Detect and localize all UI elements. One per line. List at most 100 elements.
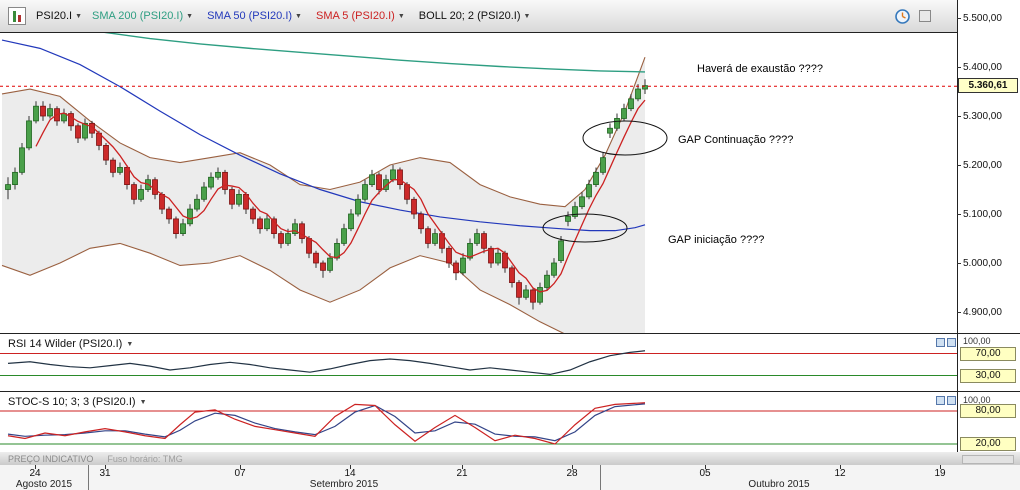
candle-body	[208, 176, 214, 188]
rsi-close-icon[interactable]	[947, 338, 956, 347]
sma5-line	[35, 99, 646, 293]
rsi-panel-label[interactable]: RSI 14 Wilder (PSI20.I) ▼	[8, 338, 133, 350]
chevron-down-icon: ▼	[186, 12, 194, 20]
candle-body	[187, 208, 193, 225]
date-tick-label: 19	[934, 468, 946, 479]
main-chart-canvas[interactable]: Haverá de exaustão ???? GAP Continuação ?…	[0, 33, 957, 333]
candle-body	[110, 159, 116, 173]
candle-body	[306, 238, 312, 254]
candle-body	[425, 228, 431, 244]
stoc-panel-title: STOC-S 10; 3; 3 (PSI20.I)	[8, 396, 136, 408]
month-separator	[88, 465, 89, 490]
annotation-0: Haverá de exaustão ????	[697, 63, 823, 75]
candle-body	[383, 179, 389, 190]
candle-body	[544, 274, 550, 288]
candle-body	[320, 262, 326, 271]
month-label: Outubro 2015	[748, 479, 810, 490]
indicator-selector-2[interactable]: SMA 5 (PSI20.I) ▼	[316, 10, 405, 22]
candle-body	[299, 223, 305, 239]
candle-body	[397, 169, 403, 185]
candle-body	[404, 184, 410, 200]
candle-body	[12, 171, 18, 186]
date-tick	[462, 465, 463, 469]
candle-body	[579, 196, 585, 208]
candle-body	[481, 233, 487, 249]
candle-body	[313, 252, 319, 264]
price-axis-label: 5.200,00	[963, 159, 1002, 171]
date-tick	[572, 465, 573, 469]
candle-body	[586, 184, 592, 198]
candle-body	[348, 213, 354, 230]
candle-body	[376, 174, 382, 190]
stoc-d-line	[7, 403, 646, 442]
candle-body	[285, 233, 291, 244]
instrument-selector[interactable]: PSI20.I ▼	[36, 10, 82, 22]
price-axis-label: 4.900,00	[963, 306, 1002, 318]
indicator-selector-3[interactable]: BOLL 20; 2 (PSI20.I) ▼	[419, 10, 531, 22]
candle-body	[593, 171, 599, 186]
candle-body	[257, 218, 263, 230]
chevron-down-icon: ▼	[75, 12, 83, 20]
candle-body	[565, 216, 571, 222]
rsi-chart-canvas[interactable]	[0, 334, 957, 391]
chart-type-icon[interactable]	[8, 7, 26, 25]
indicator-label: SMA 5 (PSI20.I)	[315, 10, 395, 22]
candle-body	[236, 193, 242, 205]
price-axis-label: 5.000,00	[963, 257, 1002, 269]
candle-body	[432, 233, 438, 244]
stoc-lower-badge: 20,00	[960, 437, 1016, 451]
price-axis[interactable]: 5.500,00 5.400,00 5.300,00 5.200,00 5.100,00…	[958, 0, 1020, 452]
stoc-panel-label[interactable]: STOC-S 10; 3; 3 (PSI20.I) ▼	[8, 396, 147, 408]
stoc-settings-icon[interactable]	[936, 396, 945, 405]
candle-body	[418, 213, 424, 230]
indicator-selector-1[interactable]: SMA 50 (PSI20.I) ▼	[207, 10, 302, 22]
toolbar: PSI20.I ▼ SMA 200 (PSI20.I) ▼ SMA 50 (PSI2…	[0, 0, 957, 33]
rsi-settings-icon[interactable]	[936, 338, 945, 347]
last-price-badge: 5.360,61	[958, 78, 1018, 94]
candle-body	[327, 257, 333, 271]
date-tick-label: 24	[29, 468, 41, 479]
candle-body	[558, 240, 564, 261]
candle-body	[523, 289, 529, 298]
candle-body	[222, 171, 228, 190]
candle-body	[537, 287, 543, 303]
candle-body	[572, 206, 578, 217]
price-axis-tick	[957, 312, 961, 313]
bollinger-fill	[2, 57, 645, 333]
date-tick-label: 14	[344, 468, 356, 479]
candle-body	[103, 144, 109, 161]
minimize-icon[interactable]	[919, 10, 931, 22]
panel-separator-2[interactable]	[0, 391, 1020, 392]
date-tick-label: 12	[834, 468, 846, 479]
corner-control[interactable]	[962, 455, 1014, 464]
candle-body	[495, 252, 501, 264]
stoc-close-icon[interactable]	[947, 396, 956, 405]
stoc-chart-canvas[interactable]	[0, 392, 957, 452]
annotation-2: GAP iniciação ????	[668, 234, 764, 246]
candle-body	[621, 108, 627, 119]
month-separator	[600, 465, 601, 490]
candle-body	[614, 118, 620, 129]
candle-body	[460, 257, 466, 274]
candle-body	[642, 85, 648, 90]
candle-body	[488, 247, 494, 264]
rsi-lower-badge: 30,00	[960, 368, 1016, 383]
date-tick	[350, 465, 351, 469]
axis-separator	[957, 0, 958, 452]
panel-separator-1[interactable]	[0, 333, 1020, 334]
candle-body	[173, 218, 179, 234]
candle-body	[138, 189, 144, 200]
time-axis[interactable]: 24 31 07 14 21 28 05 12 19 Agosto 2015 Setembro 20…	[0, 465, 1020, 490]
indicator-selector-0[interactable]: SMA 200 (PSI20.I) ▼	[92, 10, 193, 22]
candle-body	[131, 184, 137, 200]
date-tick	[705, 465, 706, 469]
candle-body	[292, 223, 298, 235]
clock-icon[interactable]	[894, 8, 911, 25]
candle-body	[628, 98, 634, 110]
annotation-1: GAP Continuação ????	[678, 134, 793, 146]
candle-body	[26, 120, 32, 149]
candle-body	[467, 242, 473, 259]
candle-body	[341, 228, 347, 244]
candle-body	[159, 193, 165, 210]
candle-body	[635, 88, 641, 100]
